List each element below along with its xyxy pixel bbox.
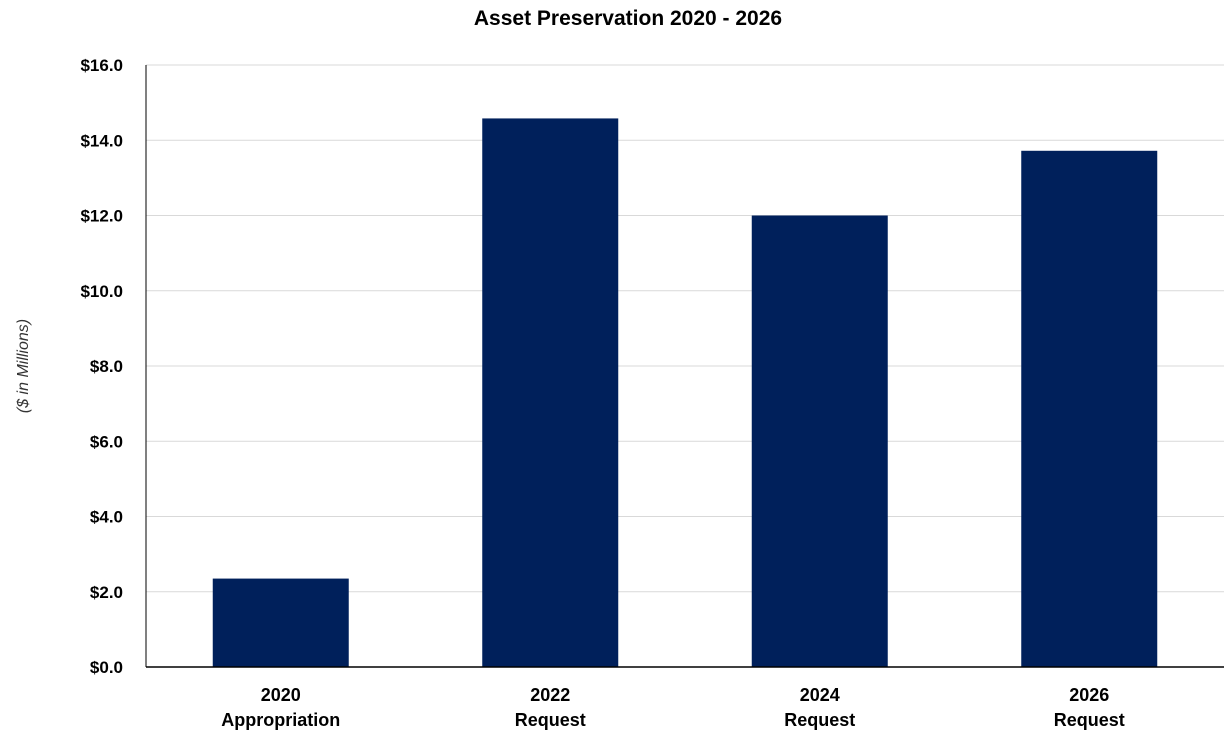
x-tick-label: Request — [1054, 710, 1125, 730]
y-tick-label: $4.0 — [90, 508, 123, 527]
y-tick-label: $16.0 — [80, 56, 123, 75]
y-tick-label: $14.0 — [80, 131, 123, 150]
y-tick-label: $6.0 — [90, 432, 123, 451]
bar — [751, 215, 888, 667]
x-tick-label: 2022 — [530, 685, 570, 705]
x-tick-label: Appropriation — [221, 710, 340, 730]
y-tick-label: $0.0 — [90, 658, 123, 677]
y-tick-label: $8.0 — [90, 357, 123, 376]
bar — [212, 578, 349, 667]
x-axis-ticks: 2020 Appropriation 2022 Request 2024 Request 2… — [221, 685, 1125, 730]
y-axis-label: ($ in Millions) — [15, 319, 32, 413]
gridlines — [146, 64, 1224, 593]
chart-title: Asset Preservation 2020 - 2026 — [474, 7, 782, 30]
axes — [145, 65, 1224, 668]
x-tick-label: 2024 — [800, 685, 840, 705]
y-tick-label: $10.0 — [80, 282, 123, 301]
x-tick-label: Request — [515, 710, 586, 730]
bars — [212, 118, 1158, 668]
x-tick-label: 2026 — [1069, 685, 1109, 705]
y-tick-label: $2.0 — [90, 583, 123, 602]
x-tick-label: Request — [784, 710, 855, 730]
x-tick-label: 2020 — [261, 685, 301, 705]
bar — [1021, 150, 1158, 667]
bar — [482, 118, 619, 668]
y-axis-ticks: $0.0 $2.0 $4.0 $6.0 $8.0 $10.0 $12.0 $14.0 $16.0 — [80, 56, 123, 677]
y-tick-label: $12.0 — [80, 207, 123, 226]
